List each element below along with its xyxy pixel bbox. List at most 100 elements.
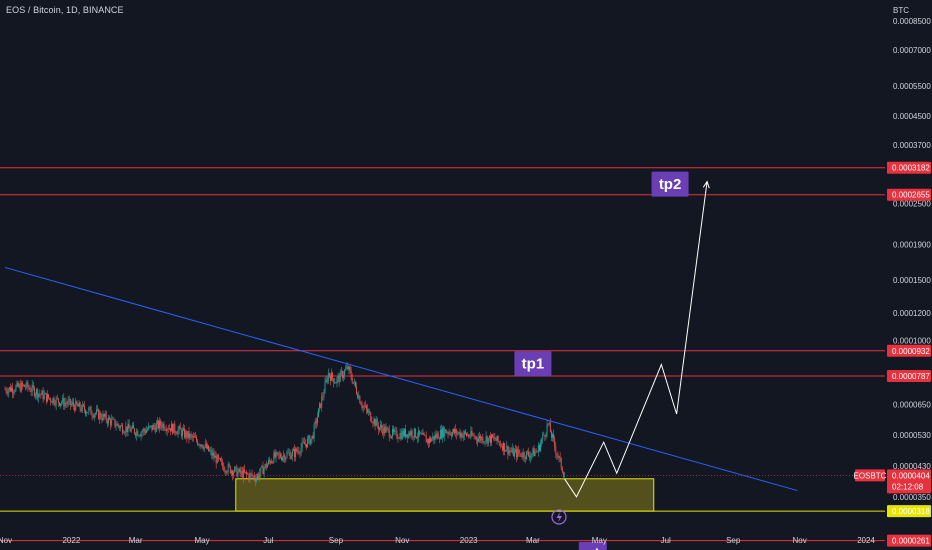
candle-body (368, 411, 370, 413)
candle-body (249, 473, 251, 479)
candle-body (5, 389, 7, 392)
candle-body (188, 431, 190, 439)
candle-body (444, 429, 446, 437)
candle-body (179, 426, 181, 430)
candle-body (32, 384, 34, 388)
candle-body (395, 430, 397, 431)
candle-body (232, 470, 233, 476)
candle-body (370, 412, 372, 421)
support-zone-layer (235, 478, 655, 512)
candle-body (337, 375, 339, 379)
candle-body (82, 404, 84, 406)
candle-body (437, 433, 439, 439)
candle-body (56, 397, 58, 399)
y-tick-label: 0.0001000 (893, 336, 931, 345)
last-price-box (887, 469, 931, 494)
candle-body (288, 452, 290, 454)
projection-layer (564, 180, 710, 498)
candle-body (95, 409, 97, 414)
candle-body (336, 378, 338, 384)
candle-body (543, 434, 545, 436)
candle-body (382, 428, 384, 435)
x-tick-label: Mar (129, 536, 143, 545)
candle-body (234, 467, 236, 473)
candle-body (486, 436, 488, 444)
candle-body (58, 402, 60, 406)
candle-body (447, 432, 449, 434)
candle-body (253, 475, 255, 479)
candle-body (488, 435, 490, 438)
candle-body (273, 452, 275, 463)
candle-body (323, 393, 325, 397)
candle-body (7, 389, 9, 394)
candle-body (335, 382, 337, 384)
candle-body (105, 413, 107, 421)
candle-body (522, 452, 524, 458)
candle-body (507, 445, 509, 455)
candle-body (67, 400, 69, 405)
candle-body (240, 470, 242, 474)
y-tick-label: 0.0001500 (893, 276, 931, 285)
candle-body (310, 438, 312, 445)
candle-body (497, 435, 499, 442)
candle-body (420, 433, 422, 435)
candle-body (459, 431, 461, 438)
candle-body (523, 452, 525, 458)
candle-body (198, 444, 200, 446)
candle-body (202, 447, 204, 450)
candle-body (431, 438, 433, 442)
candle-body (11, 387, 12, 392)
candle-body (174, 423, 176, 433)
candle-body (501, 446, 503, 451)
candle-body (426, 439, 428, 443)
candle-body (37, 389, 39, 398)
candle-body (131, 425, 133, 429)
candle-body (350, 370, 352, 378)
price-tag-box (887, 505, 931, 518)
candle-body (326, 379, 328, 382)
candle-body (506, 445, 508, 451)
lightning-icon-layer[interactable] (551, 509, 567, 525)
candle-body (327, 373, 329, 382)
candle-body (453, 429, 454, 433)
candle-body (262, 465, 264, 475)
candle-body (281, 457, 282, 460)
candle-body (170, 428, 171, 432)
candle-body (143, 429, 145, 431)
x-axis[interactable]: Nov 2022 Mar May Jul Sep Nov 2023 Mar May Jul Sep No… (0, 536, 875, 545)
candle-body (270, 461, 272, 464)
candle-body (313, 424, 315, 439)
candle-body (69, 398, 71, 405)
candle-body (369, 411, 371, 413)
candle-body (430, 437, 432, 442)
price-tag-label: 0.0000932 (892, 347, 930, 356)
candle-body (495, 439, 497, 441)
candle-body (365, 405, 367, 409)
candle-body (172, 424, 174, 434)
candle-body (109, 417, 110, 420)
y-axis[interactable]: 0.0008500 0.0007000 0.0005500 0.0004500 0.00… (893, 17, 931, 502)
candle-body (438, 438, 440, 440)
candle-body (309, 435, 311, 445)
candle-body (400, 432, 402, 439)
candle-body (353, 381, 355, 383)
candle-body (147, 429, 149, 431)
candle-body (90, 407, 92, 415)
candle-body (536, 451, 538, 453)
price-tag-box (887, 188, 931, 201)
candle-body (110, 419, 112, 426)
candle-body (65, 402, 67, 404)
candle-body (41, 390, 43, 395)
candle-body (541, 439, 543, 444)
candle-body (263, 468, 265, 475)
candle-body (451, 432, 453, 436)
candle-body (141, 431, 143, 433)
candle-body (531, 453, 533, 456)
x-tick-label: Sep (329, 536, 344, 545)
candle-body (480, 435, 482, 441)
candle-body (267, 460, 269, 465)
candle-body (358, 395, 360, 399)
candle-body (121, 425, 122, 427)
candle-body (359, 395, 361, 404)
